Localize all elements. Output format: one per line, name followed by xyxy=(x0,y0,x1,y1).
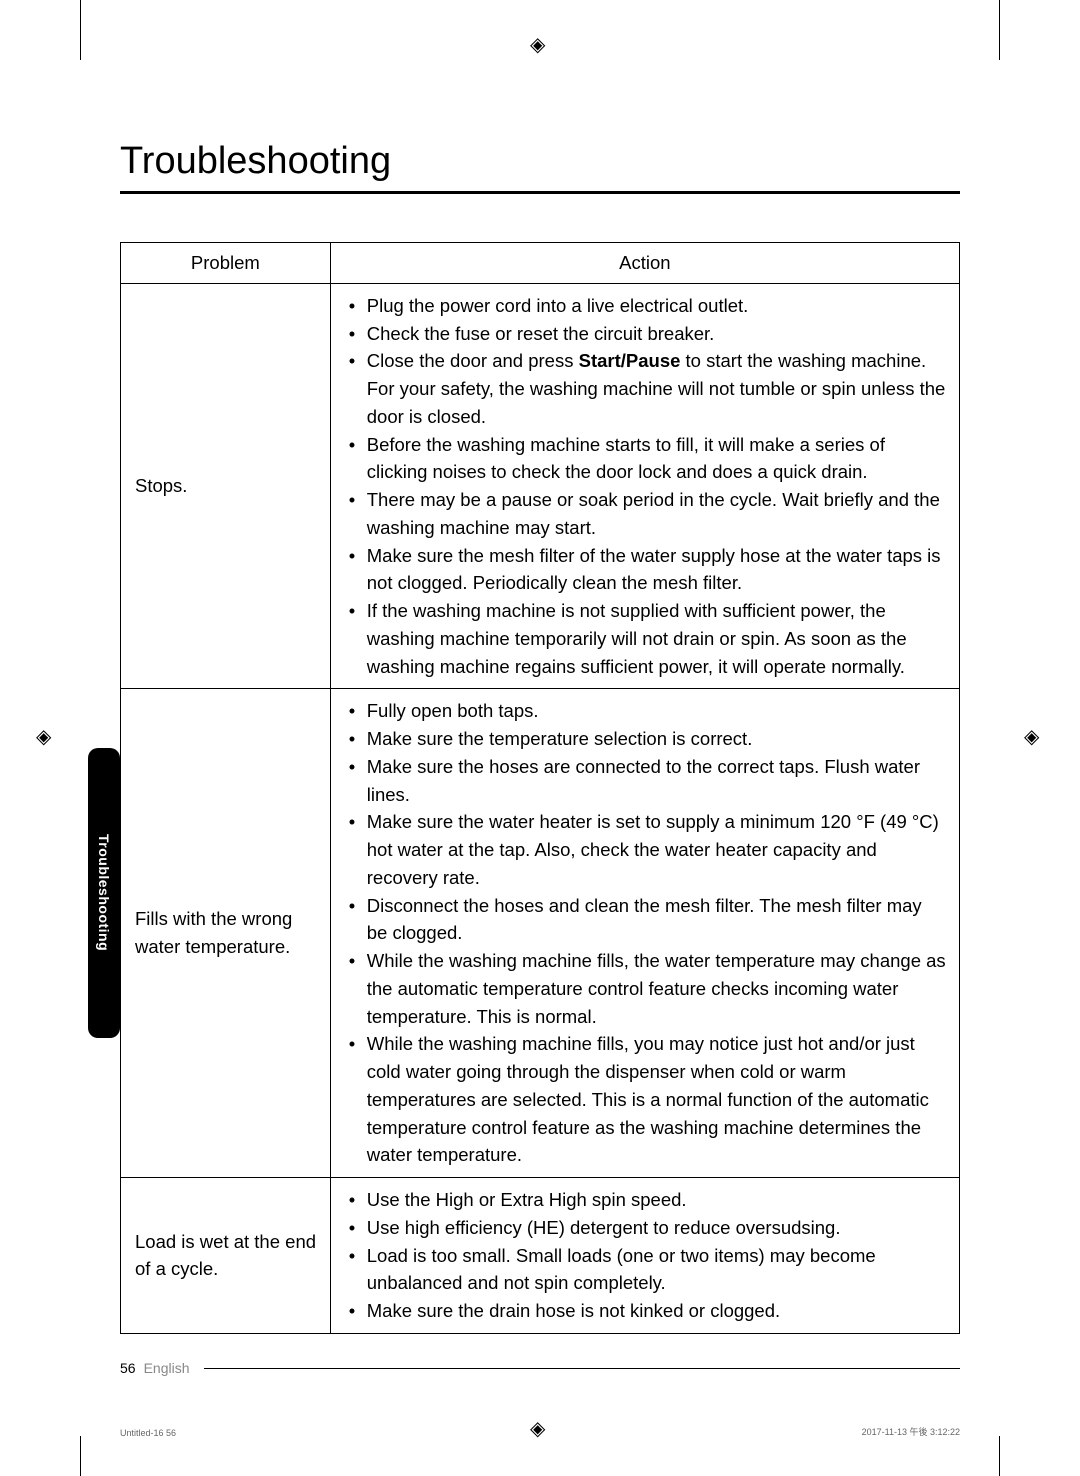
list-item: Before the washing machine starts to fil… xyxy=(343,431,947,487)
header-action: Action xyxy=(330,243,959,284)
list-item: Check the fuse or reset the circuit brea… xyxy=(343,320,947,348)
list-item: Disconnect the hoses and clean the mesh … xyxy=(343,892,947,948)
page-footer: 56 English xyxy=(120,1360,960,1376)
footer-divider xyxy=(204,1368,961,1369)
list-item: Make sure the drain hose is not kinked o… xyxy=(343,1297,947,1325)
section-side-tab: Troubleshooting xyxy=(88,748,120,1038)
bold-text: Start/Pause xyxy=(579,350,681,371)
table-row: Load is wet at the end of a cycle.Use th… xyxy=(121,1178,960,1334)
action-cell: Use the High or Extra High spin speed.Us… xyxy=(330,1178,959,1334)
table-row: Fills with the wrong water temperature.F… xyxy=(121,689,960,1178)
registration-mark-icon xyxy=(530,1420,550,1440)
registration-mark-icon xyxy=(36,728,56,748)
list-item: There may be a pause or soak period in t… xyxy=(343,486,947,542)
print-metadata: 2017-11-13 午後 3:12:22 xyxy=(862,1425,960,1438)
table-row: Stops. Plug the power cord into a live el… xyxy=(121,283,960,689)
table-header-row: Problem Action xyxy=(121,243,960,284)
action-list: Use the High or Extra High spin speed.Us… xyxy=(343,1186,947,1325)
header-problem: Problem xyxy=(121,243,331,284)
crop-line xyxy=(999,1436,1000,1476)
page-number: 56 xyxy=(120,1360,136,1376)
footer-language: English xyxy=(144,1360,190,1376)
problem-cell: Stops. xyxy=(121,283,331,689)
action-cell: Fully open both taps.Make sure the tempe… xyxy=(330,689,959,1178)
print-metadata: Untitled-16 56 xyxy=(120,1428,176,1438)
list-item: Plug the power cord into a live electric… xyxy=(343,292,947,320)
list-item: Use the High or Extra High spin speed. xyxy=(343,1186,947,1214)
action-list: Fully open both taps.Make sure the tempe… xyxy=(343,697,947,1169)
list-item: If the washing machine is not supplied w… xyxy=(343,597,947,680)
action-cell: Plug the power cord into a live electric… xyxy=(330,283,959,689)
side-tab-label: Troubleshooting xyxy=(96,834,112,951)
list-item: Close the door and press Start/Pause to … xyxy=(343,347,947,430)
list-item: Use high efficiency (HE) detergent to re… xyxy=(343,1214,947,1242)
crop-line xyxy=(80,1436,81,1476)
action-list: Plug the power cord into a live electric… xyxy=(343,292,947,681)
list-item: Make sure the temperature selection is c… xyxy=(343,725,947,753)
problem-cell: Load is wet at the end of a cycle. xyxy=(121,1178,331,1334)
registration-mark-icon xyxy=(530,36,550,56)
list-item: Load is too small. Small loads (one or t… xyxy=(343,1242,947,1298)
crop-line xyxy=(999,0,1000,60)
troubleshooting-table: Problem Action Stops. Plug the power cord… xyxy=(120,242,960,1334)
list-item: Fully open both taps. xyxy=(343,697,947,725)
list-item: While the washing machine fills, you may… xyxy=(343,1030,947,1169)
problem-cell: Fills with the wrong water temperature. xyxy=(121,689,331,1178)
list-item: Make sure the water heater is set to sup… xyxy=(343,808,947,891)
registration-mark-icon xyxy=(1024,728,1044,748)
page-title: Troubleshooting xyxy=(120,140,960,194)
crop-line xyxy=(80,0,81,60)
list-item: While the washing machine fills, the wat… xyxy=(343,947,947,1030)
list-item: Make sure the mesh filter of the water s… xyxy=(343,542,947,598)
list-item: Make sure the hoses are connected to the… xyxy=(343,753,947,809)
page-content: Troubleshooting Problem Action Stops. Plu… xyxy=(120,140,960,1334)
